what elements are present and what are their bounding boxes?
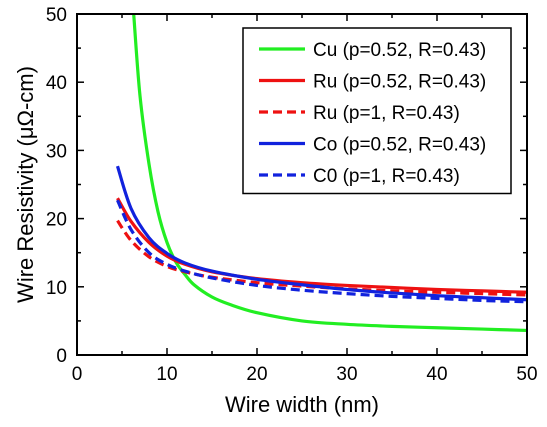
y-tick-label: 0: [56, 346, 67, 367]
series-line-3: [116, 219, 527, 297]
series-line-2: [116, 197, 527, 294]
x-tick-label: 10: [156, 364, 177, 385]
legend-label-4: Co (p=0.52, R=0.43): [313, 135, 486, 156]
legend-label-5: C0 (p=1, R=0.43): [313, 166, 460, 187]
y-tick-label: 30: [46, 141, 67, 162]
legend-label-1: Cu (p=0.52, R=0.43): [313, 40, 486, 61]
x-axis-title: Wire width (nm): [225, 392, 379, 417]
x-tick-label: 30: [336, 364, 357, 385]
series-layer: [115, 14, 527, 333]
series-line-5: [116, 199, 527, 304]
plot-frame: [76, 13, 528, 356]
legend: Cu (p=0.52, R=0.43) Ru (p=0.52, R=0.43) Ru…: [242, 27, 512, 195]
legend-label-2: Ru (p=0.52, R=0.43): [313, 72, 486, 93]
x-tick-label: 50: [516, 364, 537, 385]
legend-label-3: Ru (p=1, R=0.43): [313, 103, 460, 124]
y-tick-label: 50: [46, 5, 67, 26]
x-tick-label: 40: [426, 364, 447, 385]
y-tick-label: 20: [46, 210, 67, 231]
y-tick-label: 40: [46, 73, 67, 94]
ticks-layer: 0 10 20 30 40 50 0 10 20 30 40 50: [46, 5, 538, 385]
x-tick-label: 20: [246, 364, 267, 385]
x-tick-label: 0: [72, 364, 83, 385]
y-axis-title: Wire Resistivity (μΩ-cm): [13, 66, 38, 303]
y-tick-label: 10: [46, 278, 67, 299]
series-line-4: [115, 165, 527, 302]
series-line-1: [132, 14, 527, 333]
